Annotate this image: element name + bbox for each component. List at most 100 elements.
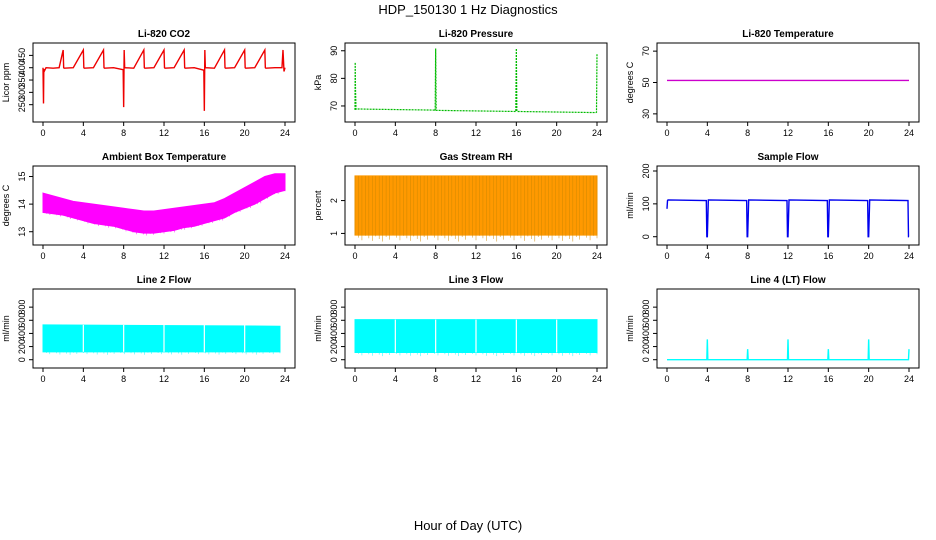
- data-line: [42, 47, 286, 111]
- x-tick-label: 20: [864, 251, 874, 261]
- y-tick-label: 0: [641, 357, 651, 362]
- x-tick-label: 8: [121, 251, 126, 261]
- x-tick-label: 4: [81, 251, 86, 261]
- x-tick-label: 0: [40, 374, 45, 384]
- y-tick-label: 200: [641, 163, 651, 178]
- x-tick-label: 0: [664, 374, 669, 384]
- x-tick-label: 8: [121, 374, 126, 384]
- x-tick-label: 20: [864, 128, 874, 138]
- y-tick-label: 30: [641, 109, 651, 119]
- x-tick-label: 24: [592, 374, 602, 384]
- x-tick-label: 16: [511, 128, 521, 138]
- y-tick-label: 600: [641, 313, 651, 328]
- y-tick-label: 14: [17, 199, 27, 209]
- chart-title: Line 3 Flow: [449, 275, 504, 286]
- y-tick-label: 800: [641, 300, 651, 315]
- y-tick-label: 400: [17, 326, 27, 341]
- x-tick-label: 8: [745, 251, 750, 261]
- y-axis-label: percent: [313, 190, 323, 221]
- x-tick-label: 0: [664, 128, 669, 138]
- x-tick-label: 4: [705, 251, 710, 261]
- x-tick-label: 12: [471, 251, 481, 261]
- y-tick-label: 90: [329, 46, 339, 56]
- x-tick-label: 8: [745, 374, 750, 384]
- chart-panel-2: Li-820 Pressure kPa 0 4 8 12 16 20 24 70 80 90: [313, 29, 608, 138]
- data-line: [666, 199, 910, 238]
- x-tick-label: 4: [705, 374, 710, 384]
- chart-title: Gas Stream RH: [440, 152, 513, 163]
- chart-title: Li-820 Pressure: [439, 29, 514, 40]
- y-axis-label: ml/min: [625, 315, 635, 342]
- y-tick-label: 100: [641, 196, 651, 211]
- x-tick-label: 16: [199, 374, 209, 384]
- y-axis-label: Licor ppm: [1, 63, 11, 103]
- x-tick-label: 4: [81, 374, 86, 384]
- plot-frame: [344, 42, 608, 123]
- chart-title: Li-820 CO2: [138, 29, 191, 40]
- y-tick-label: 200: [641, 339, 651, 354]
- x-tick-label: 0: [40, 251, 45, 261]
- x-tick-label: 20: [552, 251, 562, 261]
- x-tick-label: 4: [393, 128, 398, 138]
- x-tick-label: 12: [471, 374, 481, 384]
- x-tick-label: 24: [280, 374, 290, 384]
- x-tick-label: 24: [280, 251, 290, 261]
- x-tick-label: 20: [552, 128, 562, 138]
- y-tick-label: 600: [17, 313, 27, 328]
- y-tick-label: 800: [17, 300, 27, 315]
- plot-frame: [656, 42, 920, 123]
- y-tick-label: 15: [17, 172, 27, 182]
- x-tick-label: 20: [240, 251, 250, 261]
- y-tick-label: 450: [17, 48, 27, 63]
- x-tick-label: 12: [159, 374, 169, 384]
- y-tick-label: 1: [329, 231, 339, 236]
- y-tick-label: 200: [17, 339, 27, 354]
- chart-panel-3: Li-820 Temperature degrees C 0 4 8 12 16 20 24 30…: [625, 29, 920, 138]
- x-tick-label: 16: [823, 374, 833, 384]
- x-tick-label: 20: [864, 374, 874, 384]
- x-tick-label: 16: [199, 251, 209, 261]
- y-axis-label: degrees C: [625, 61, 635, 103]
- y-tick-label: 800: [329, 300, 339, 315]
- chart-title: Li-820 Temperature: [742, 29, 834, 40]
- y-tick-label: 80: [329, 73, 339, 83]
- y-tick-label: 2: [329, 198, 339, 203]
- x-tick-label: 0: [40, 128, 45, 138]
- x-tick-label: 4: [393, 251, 398, 261]
- x-tick-label: 4: [393, 374, 398, 384]
- x-tick-label: 8: [745, 128, 750, 138]
- y-axis-label: kPa: [313, 75, 323, 91]
- data-line: [354, 48, 598, 114]
- y-tick-label: 300: [17, 85, 27, 100]
- figure-title: HDP_150130 1 Hz Diagnostics: [378, 2, 558, 17]
- x-tick-label: 0: [352, 251, 357, 261]
- x-tick-label: 16: [823, 251, 833, 261]
- chart-panel-6: Sample Flow ml/min 0 4 8 12 16 20 24 0 100 200: [625, 152, 920, 261]
- x-tick-label: 24: [280, 128, 290, 138]
- x-tick-label: 12: [783, 251, 793, 261]
- chart-panel-8: Line 3 Flow ml/min 0 4 8 12 16 20 24 0 20040060080…: [313, 275, 608, 384]
- chart-panel-9: Line 4 (LT) Flow ml/min 0 4 8 12 16 20 24 0 200400…: [625, 275, 920, 384]
- x-tick-label: 20: [552, 374, 562, 384]
- x-tick-label: 4: [81, 128, 86, 138]
- y-tick-label: 400: [641, 326, 651, 341]
- x-tick-label: 12: [783, 128, 793, 138]
- x-tick-label: 8: [433, 251, 438, 261]
- x-tick-label: 16: [199, 128, 209, 138]
- chart-title: Line 4 (LT) Flow: [750, 275, 826, 286]
- x-tick-label: 0: [664, 251, 669, 261]
- x-tick-label: 16: [511, 251, 521, 261]
- chart-panel-4: Ambient Box Temperature degrees C 0 4 8 12 16 2…: [1, 152, 296, 261]
- x-tick-label: 4: [705, 128, 710, 138]
- x-tick-label: 0: [352, 374, 357, 384]
- y-tick-label: 0: [17, 357, 27, 362]
- y-axis-label: ml/min: [625, 192, 635, 219]
- y-tick-label: 13: [17, 227, 27, 237]
- x-tick-label: 16: [823, 128, 833, 138]
- y-tick-label: 200: [329, 339, 339, 354]
- y-tick-label: 0: [641, 234, 651, 239]
- chart-title: Ambient Box Temperature: [102, 152, 227, 163]
